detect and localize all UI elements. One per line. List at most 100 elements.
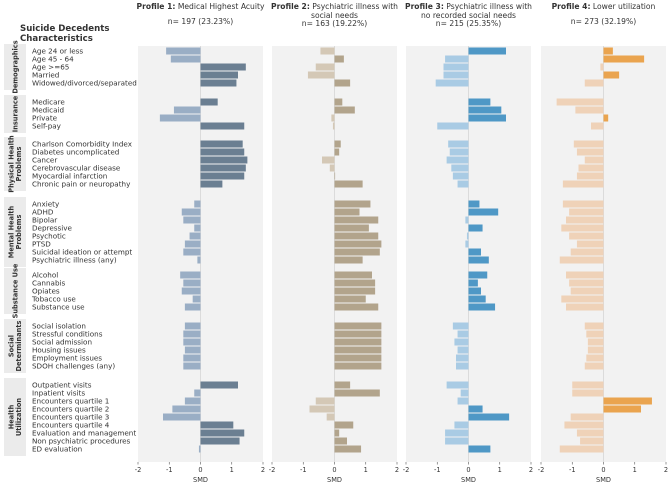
bar [183, 248, 201, 256]
bar [329, 164, 335, 172]
bar [587, 338, 604, 346]
bar [200, 172, 245, 180]
bar [468, 279, 478, 287]
group-label-line: Insurance [11, 95, 19, 132]
bar [334, 55, 344, 63]
x-tick-label: -2 [403, 466, 410, 474]
row-label: Age >=65 [32, 63, 69, 72]
x-tick-label: 1 [498, 466, 502, 474]
bar [454, 338, 469, 346]
row-label: Opiates [32, 287, 60, 296]
bar [584, 362, 604, 370]
group-label-box [4, 319, 26, 373]
bar [445, 55, 469, 63]
bar [334, 295, 366, 303]
x-tick-label: -1 [434, 466, 441, 474]
bar [163, 413, 201, 421]
bar [334, 240, 382, 248]
bar [334, 172, 336, 180]
bar [449, 148, 469, 156]
bar [576, 429, 604, 437]
group-label-box [4, 137, 26, 191]
row-label: Social isolation [32, 322, 86, 331]
bar [457, 397, 469, 405]
bar [180, 271, 201, 279]
bar [460, 389, 469, 397]
bar [183, 216, 201, 224]
panel-title-rest: Psychiatric illness with [310, 2, 398, 11]
bar [334, 256, 363, 264]
x-tick-label: 2 [261, 466, 265, 474]
bar [334, 79, 351, 87]
group-label-line: Substance Use [11, 263, 19, 318]
bar [600, 63, 604, 71]
bar [189, 232, 201, 240]
row-label: Medicare [32, 98, 65, 107]
row-label: Employment issues [32, 354, 102, 363]
bar [564, 421, 604, 429]
bar [586, 354, 604, 362]
group-label: SocialDeterminants [8, 320, 23, 371]
bar [468, 200, 480, 208]
group-label: HealthUtilization [8, 398, 23, 437]
row-label: Age 24 or less [32, 47, 83, 56]
bar [446, 156, 469, 164]
bar [322, 156, 335, 164]
bar [194, 200, 201, 208]
row-label: Tobacco use [31, 295, 76, 304]
bar [200, 437, 240, 445]
group-label-line: Demographics [11, 40, 19, 93]
x-tick-label: 1 [230, 466, 234, 474]
bar [194, 224, 201, 232]
bar [332, 122, 335, 130]
bar [578, 164, 604, 172]
bar [603, 405, 641, 413]
bar [468, 114, 506, 122]
bar [334, 429, 340, 437]
bar [445, 429, 469, 437]
bar [466, 232, 469, 240]
x-tick-label: 2 [664, 466, 668, 474]
bar [334, 279, 376, 287]
bar [435, 79, 469, 87]
bar [603, 397, 652, 405]
panel-title-bold: Profile 3: [405, 2, 444, 11]
row-label: Housing issues [32, 346, 86, 355]
group-label-box [4, 197, 26, 267]
bar [307, 71, 335, 79]
bar [468, 295, 486, 303]
bar [200, 98, 218, 106]
x-tick-label: -2 [538, 466, 545, 474]
bar [572, 389, 604, 397]
bar [183, 354, 201, 362]
bar [468, 106, 502, 114]
bar [172, 405, 201, 413]
x-tick-label: 0 [466, 466, 470, 474]
row-label: ED evaluation [32, 445, 82, 454]
bar [468, 413, 510, 421]
bar [334, 421, 354, 429]
bar [587, 346, 604, 354]
bar [468, 405, 483, 413]
bar [566, 271, 604, 279]
bar [468, 287, 481, 295]
bar [334, 232, 379, 240]
bar [200, 140, 243, 148]
bar [468, 256, 489, 264]
row-label: ADHD [32, 208, 54, 217]
bar [457, 346, 469, 354]
row-label: Self-pay [32, 122, 62, 131]
bar [562, 180, 604, 188]
row-label: Cancer [32, 156, 57, 165]
bar [334, 381, 351, 389]
panel-n-label: n= 273 (32.19%) [571, 17, 636, 26]
bar [468, 224, 483, 232]
bar [200, 164, 246, 172]
bar [309, 405, 335, 413]
row-label: Anxiety [32, 200, 60, 209]
bar [570, 287, 604, 295]
row-label: Chronic pain or neuropathy [32, 180, 131, 189]
bar [334, 140, 341, 148]
